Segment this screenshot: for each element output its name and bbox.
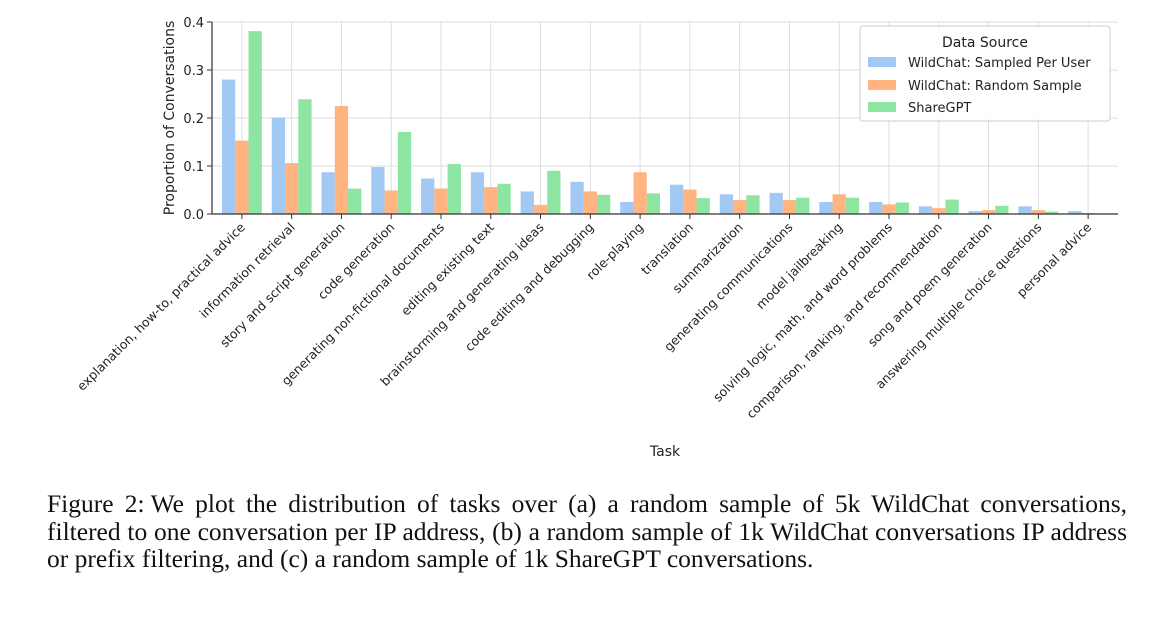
x-tick-label: explanation, how-to, practical advice — [74, 219, 248, 393]
bar — [968, 211, 982, 214]
x-tick-label: solving logic, math, and word problems — [710, 220, 895, 405]
bar — [384, 190, 398, 214]
bar — [397, 131, 412, 214]
x-tick-label: model jailbreaking — [753, 220, 845, 312]
bar — [470, 172, 485, 214]
bar — [832, 194, 846, 214]
bar — [746, 195, 760, 214]
bar — [1044, 211, 1059, 214]
bar — [995, 205, 1009, 214]
bar — [285, 163, 299, 214]
bar — [782, 200, 797, 214]
legend-label-random-sample: WildChat: Random Sample — [908, 79, 1082, 94]
figure-caption-label: Figure 2: — [47, 489, 145, 518]
bar — [235, 140, 249, 214]
bar — [447, 164, 461, 214]
x-tick-label: editing existing text — [398, 219, 497, 318]
bar — [248, 31, 262, 215]
y-tick-label: 0.0 — [183, 208, 204, 223]
bar — [484, 187, 498, 214]
bar — [1031, 210, 1045, 214]
y-axis-label: Proportion of Conversations — [162, 21, 178, 215]
bar — [796, 197, 810, 214]
bar — [869, 202, 883, 214]
bar — [334, 106, 349, 214]
bar — [520, 191, 534, 214]
bar — [819, 202, 833, 214]
bar — [733, 200, 747, 214]
bar — [271, 117, 286, 214]
bar — [646, 193, 661, 214]
bar — [421, 178, 435, 214]
bar — [533, 204, 548, 214]
x-tick-label: information retrieval — [196, 220, 297, 321]
legend-swatch-sharegpt — [868, 102, 896, 112]
x-axis-label: Task — [649, 444, 681, 460]
bar — [1068, 211, 1082, 214]
bar — [895, 202, 909, 214]
legend-label-sharegpt: ShareGPT — [908, 101, 971, 116]
legend: Data Source WildChat: Sampled Per User W… — [859, 25, 1111, 122]
y-tick-label: 0.1 — [183, 160, 204, 175]
legend-label-sampled-per-user: WildChat: Sampled Per User — [908, 56, 1091, 71]
bar — [696, 198, 710, 214]
bar — [683, 189, 697, 214]
bar — [298, 99, 312, 214]
bar — [918, 206, 933, 214]
bar — [570, 181, 584, 214]
task-distribution-chart: 0.0 0.1 0.2 0.3 0.4 explanation, how-to, pra… — [74, 16, 1118, 460]
bar — [434, 188, 448, 214]
bar — [221, 79, 236, 214]
y-tick-label: 0.4 — [183, 16, 204, 31]
bar — [547, 170, 561, 214]
legend-swatch-random-sample — [868, 80, 896, 90]
bar — [719, 194, 734, 214]
bar — [497, 183, 511, 214]
figure-caption: Figure 2: We plot the distribution of tas… — [47, 490, 1127, 573]
bar — [633, 172, 647, 214]
bar — [882, 204, 896, 214]
legend-title: Data Source — [942, 35, 1028, 51]
bar — [1018, 206, 1032, 214]
y-tick-label: 0.2 — [183, 112, 204, 127]
y-ticks: 0.0 0.1 0.2 0.3 0.4 — [183, 16, 212, 223]
bar — [945, 199, 959, 214]
legend-swatch-sampled-per-user — [868, 57, 896, 67]
bar — [321, 172, 335, 214]
bars — [221, 31, 1109, 215]
figure-caption-text: We plot the distribution of tasks over (… — [47, 489, 1128, 573]
x-ticks: explanation, how-to, practical adviceinf… — [74, 214, 1094, 421]
bar — [620, 202, 634, 214]
legend-box — [859, 25, 1111, 122]
bar — [932, 208, 946, 214]
bar — [669, 184, 684, 214]
bar — [845, 197, 860, 214]
bar — [769, 192, 783, 214]
bar — [371, 166, 385, 214]
y-tick-label: 0.3 — [183, 64, 204, 79]
bar — [583, 191, 597, 214]
bar — [596, 194, 611, 214]
bar — [981, 210, 996, 214]
bar — [348, 188, 362, 214]
